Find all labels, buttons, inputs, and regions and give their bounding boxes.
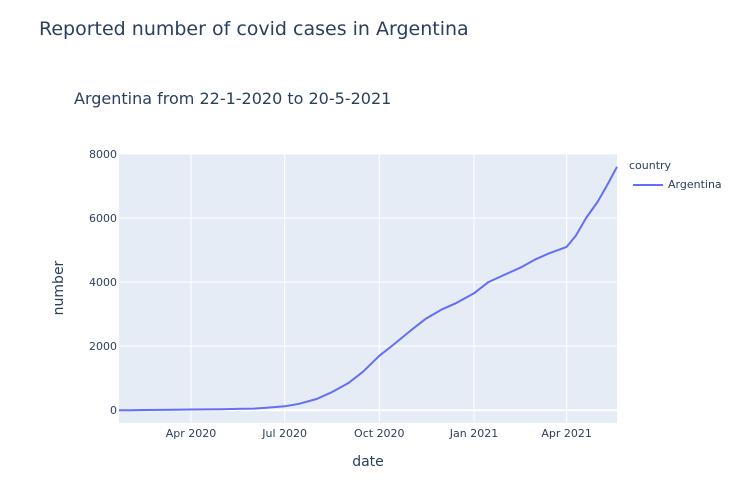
x-tick-label: Oct 2020 [354,427,405,440]
chart-title: Argentina from 22-1-2020 to 20-5-2021 [74,89,391,108]
x-axis-ticks: Apr 2020 Jul 2020 Oct 2020 Jan 2021 Apr 2021 [166,427,592,440]
y-axis-ticks: 0 2000 4000 6000 8000 [89,148,117,417]
x-tick-label: Jul 2020 [261,427,307,440]
series-line-argentina [119,166,618,412]
page-heading: Reported number of covid cases in Argent… [39,18,469,40]
x-tick-label: Apr 2021 [541,427,592,440]
legend-swatch [633,183,663,186]
y-axis-label: number [51,260,67,315]
legend-title: country [629,159,672,172]
x-tick-label: Apr 2020 [166,427,217,440]
y-tick-label: 2000 [89,340,117,353]
y-tick-label: 4000 [89,276,117,289]
y-tick-label: 6000 [89,212,117,225]
legend-item-argentina[interactable]: Argentina [629,178,722,191]
legend-item-label: Argentina [668,178,722,191]
y-tick-label: 8000 [89,148,117,161]
plot-area [119,154,617,423]
x-tick-label: Jan 2021 [449,427,498,440]
legend: country Argentina [629,159,722,191]
y-tick-label: 0 [110,404,117,417]
series-lines [119,166,618,412]
x-axis-label: date [352,454,384,470]
grid [119,153,617,423]
